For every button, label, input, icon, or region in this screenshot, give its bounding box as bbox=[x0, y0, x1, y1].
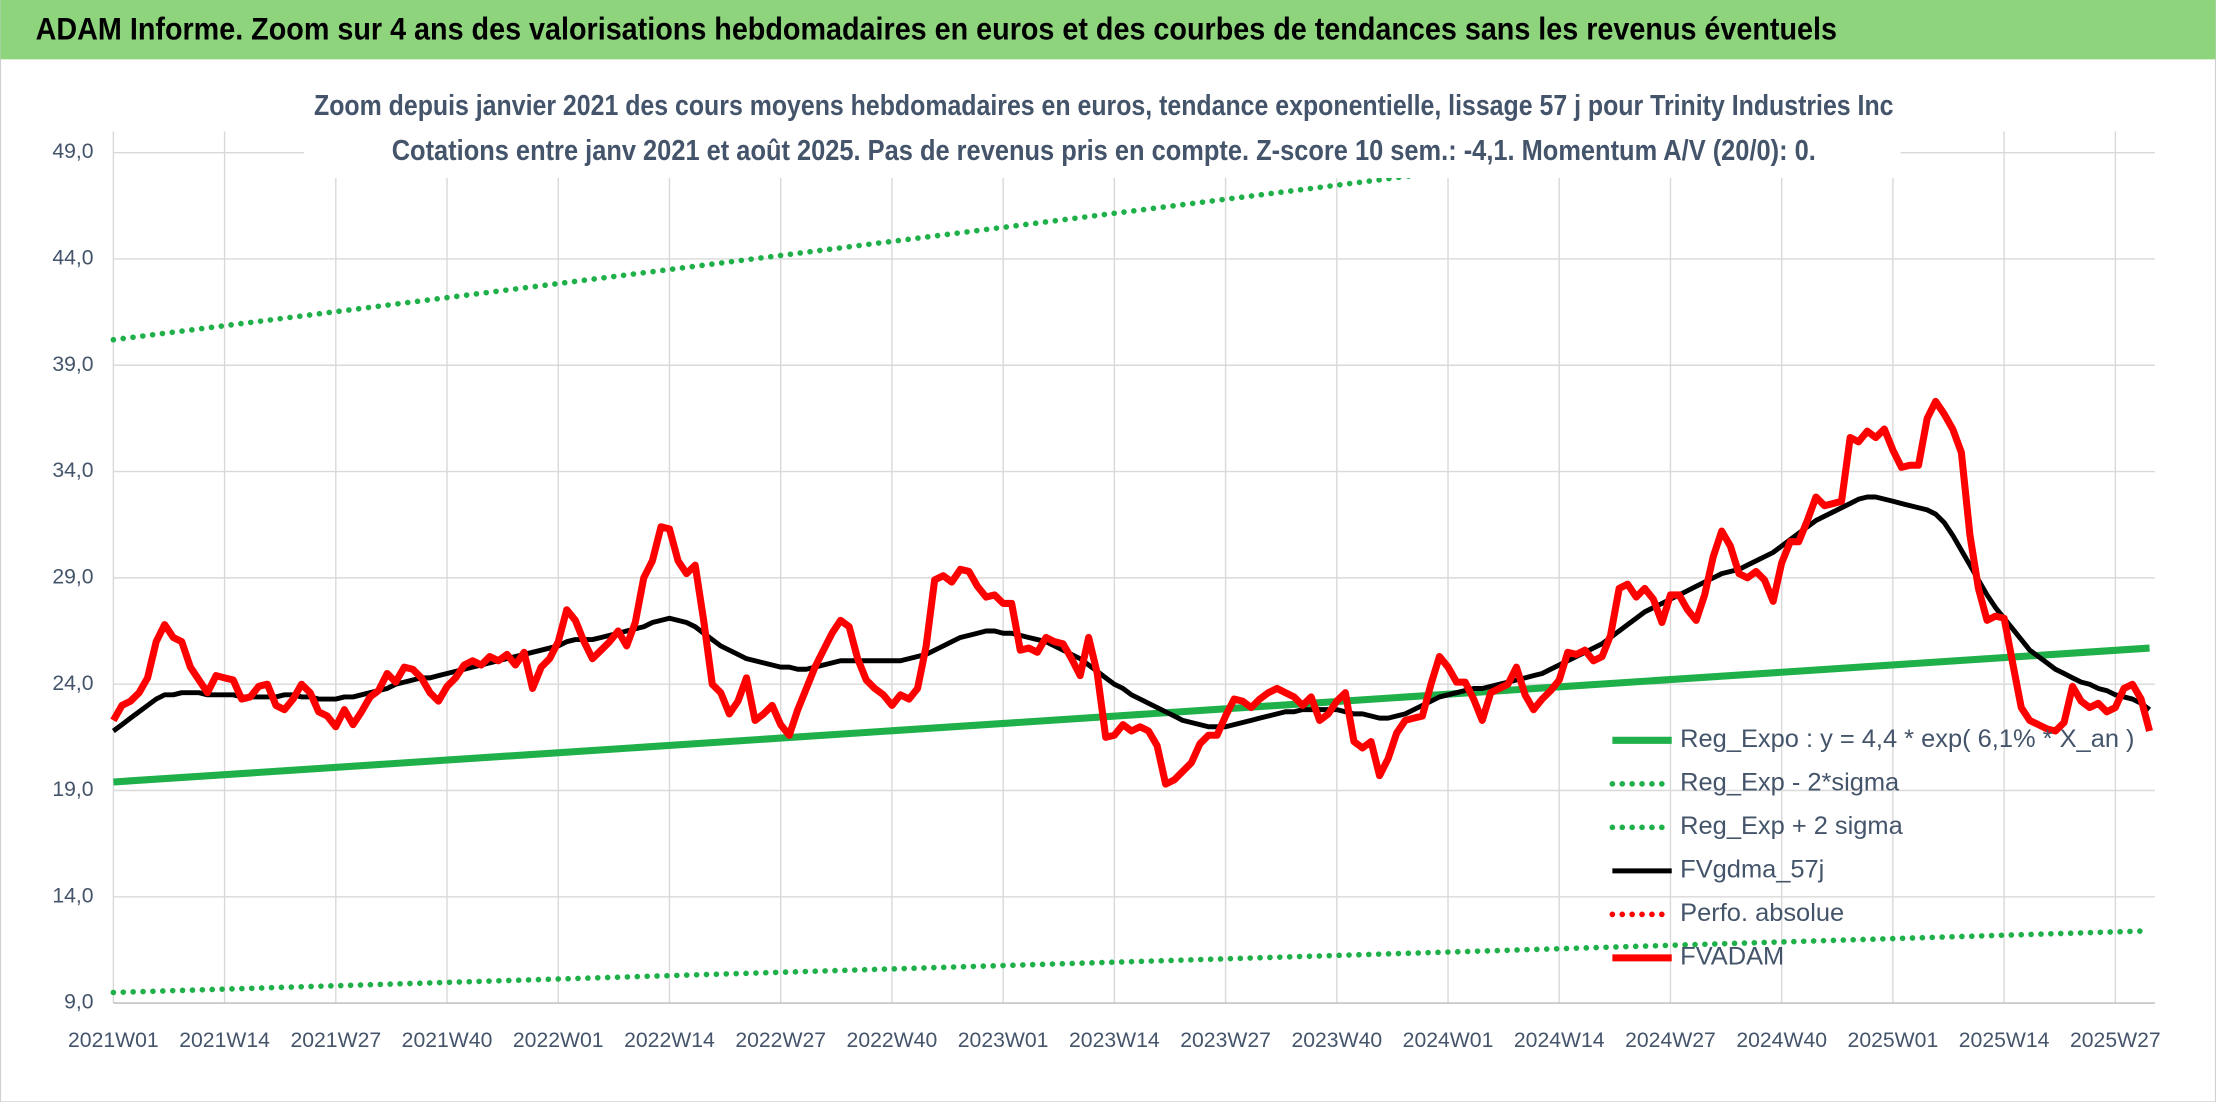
subtitle-box bbox=[304, 81, 1901, 179]
x-tick-label: 2025W27 bbox=[2070, 1029, 2161, 1052]
y-tick-label: 9,0 bbox=[64, 991, 93, 1014]
legend-label: Reg_Expo : y = 4,4 * exp( 6,1% * X_an ) bbox=[1680, 725, 2134, 753]
trend-line bbox=[110, 131, 1786, 343]
x-tick-label: 2022W14 bbox=[624, 1029, 715, 1052]
trend-line bbox=[113, 644, 2150, 786]
x-tick-label: 2025W14 bbox=[1959, 1029, 2050, 1052]
y-tick-label: 39,0 bbox=[52, 353, 93, 376]
x-tick-label: 2022W27 bbox=[735, 1029, 826, 1052]
x-tick-label: 2024W40 bbox=[1736, 1029, 1827, 1052]
y-tick-label: 19,0 bbox=[52, 778, 93, 801]
y-tick-label: 34,0 bbox=[52, 459, 93, 482]
x-tick-label: 2025W01 bbox=[1848, 1029, 1939, 1052]
x-tick-label: 2023W14 bbox=[1069, 1029, 1160, 1052]
x-tick-label: 2022W01 bbox=[513, 1029, 604, 1052]
y-tick-label: 24,0 bbox=[52, 672, 93, 695]
x-tick-label: 2023W01 bbox=[958, 1029, 1049, 1052]
data-line bbox=[110, 397, 2153, 788]
legend-label: Reg_Exp - 2*sigma bbox=[1680, 769, 1900, 797]
y-tick-label: 29,0 bbox=[52, 565, 93, 588]
x-tick-label: 2021W27 bbox=[290, 1029, 381, 1052]
grid: 9,0 14,0 19,0 24,0 29,0 34,0 39,0 44,0 49,0 2021W… bbox=[52, 131, 2161, 1052]
y-tick-label: 14,0 bbox=[52, 884, 93, 907]
data-line bbox=[111, 494, 2152, 733]
legend-label: FVADAM bbox=[1680, 943, 1784, 971]
plot bbox=[110, 131, 2153, 996]
chart-title: ADAM Informe. Zoom sur 4 ans des valoris… bbox=[36, 11, 1837, 46]
title-bar bbox=[0, 0, 2216, 60]
y-tick-label: 49,0 bbox=[52, 140, 93, 163]
x-tick-label: 2023W27 bbox=[1180, 1029, 1271, 1052]
x-tick-label: 2021W01 bbox=[68, 1029, 159, 1052]
legend-label: FVgdma_57j bbox=[1680, 856, 1824, 884]
x-tick-label: 2024W27 bbox=[1625, 1029, 1716, 1052]
y-tick-label: 44,0 bbox=[52, 247, 93, 270]
x-tick-label: 2022W40 bbox=[847, 1029, 938, 1052]
legend-label: Reg_Exp + 2 sigma bbox=[1680, 812, 1903, 840]
x-tick-label: 2021W14 bbox=[179, 1029, 270, 1052]
legend: Reg_Expo : y = 4,4 * exp( 6,1% * X_an ) R… bbox=[1609, 725, 2135, 971]
x-tick-label: 2021W40 bbox=[402, 1029, 493, 1052]
subtitle: Zoom depuis janvier 2021 des cours moyen… bbox=[314, 89, 1894, 121]
x-tick-label: 2024W14 bbox=[1514, 1029, 1605, 1052]
legend-label: Perfo. absolue bbox=[1680, 899, 1844, 927]
subtitle: Cotations entre janv 2021 et août 2025. … bbox=[392, 134, 1816, 166]
x-tick-label: 2023W40 bbox=[1291, 1029, 1382, 1052]
trend-line bbox=[110, 927, 2153, 996]
x-tick-label: 2024W01 bbox=[1403, 1029, 1494, 1052]
